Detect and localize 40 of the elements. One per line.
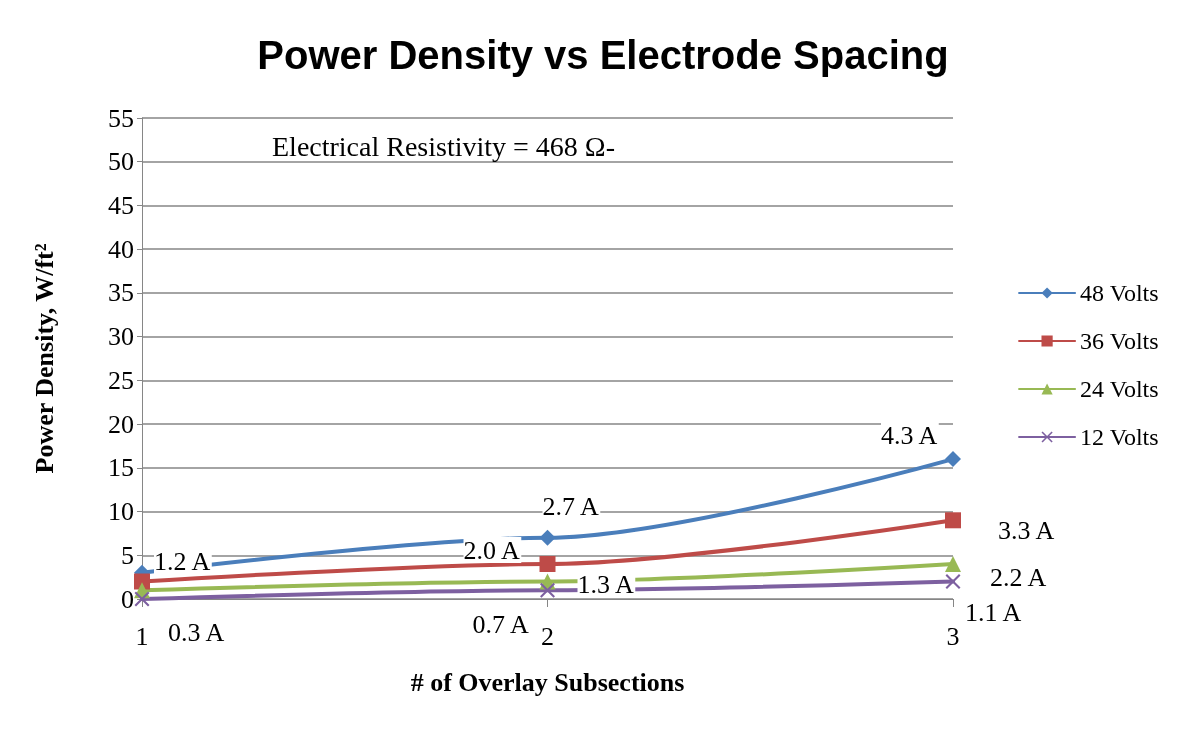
legend-label: 24 Volts: [1080, 376, 1159, 402]
x-tick-label: 2: [541, 621, 554, 651]
x-tick-label: 1: [135, 621, 149, 651]
point: [945, 451, 961, 468]
y-tick-label: 15: [108, 453, 134, 483]
y-tick-label: 50: [108, 147, 134, 177]
point: [540, 582, 555, 598]
point: [945, 512, 961, 529]
y-tick-label: 10: [108, 497, 134, 527]
annotation: 0.3 A: [168, 617, 225, 647]
annotation: 3.3 A: [998, 515, 1055, 545]
y-tick-label: 25: [108, 365, 134, 395]
y-axis-title: Power Density, W/ft²: [29, 243, 59, 474]
y-tick-label: 30: [108, 322, 134, 352]
point: [945, 556, 961, 573]
point: [945, 574, 961, 590]
legend-label: 12 Volts: [1080, 424, 1159, 450]
annotation: 1.3 A: [577, 570, 635, 600]
annotation: Electrical Resistivity = 468 Ω-: [272, 130, 615, 162]
y-tick-label: 20: [108, 409, 134, 439]
point: [539, 556, 556, 573]
y-tick-label: 0: [121, 584, 134, 614]
point: [539, 529, 556, 546]
x-axis-title: # of Overlay Subsections: [410, 667, 685, 697]
legend-label: 48 Volts: [1080, 280, 1159, 306]
x-tick-label: 3: [946, 621, 960, 651]
chart-title: Power Density vs Electrode Spacing: [257, 33, 949, 77]
annotation: 0.7 A: [472, 609, 530, 639]
y-tick-label: 35: [108, 278, 134, 308]
y-tick-label: 40: [108, 234, 134, 264]
y-tick-label: 5: [121, 540, 134, 570]
legend-label: 36 Volts: [1080, 328, 1159, 354]
annotation: 2.7 A: [542, 492, 600, 522]
y-tick-label: 45: [108, 190, 134, 220]
y-tick-label: 55: [108, 103, 134, 133]
annotation: 1.1 A: [965, 598, 1022, 628]
annotation: 4.3 A: [881, 420, 938, 450]
annotation: 2.2 A: [990, 562, 1047, 592]
annotation: 1.2 A: [154, 547, 211, 577]
annotation: 2.0 A: [463, 535, 521, 565]
